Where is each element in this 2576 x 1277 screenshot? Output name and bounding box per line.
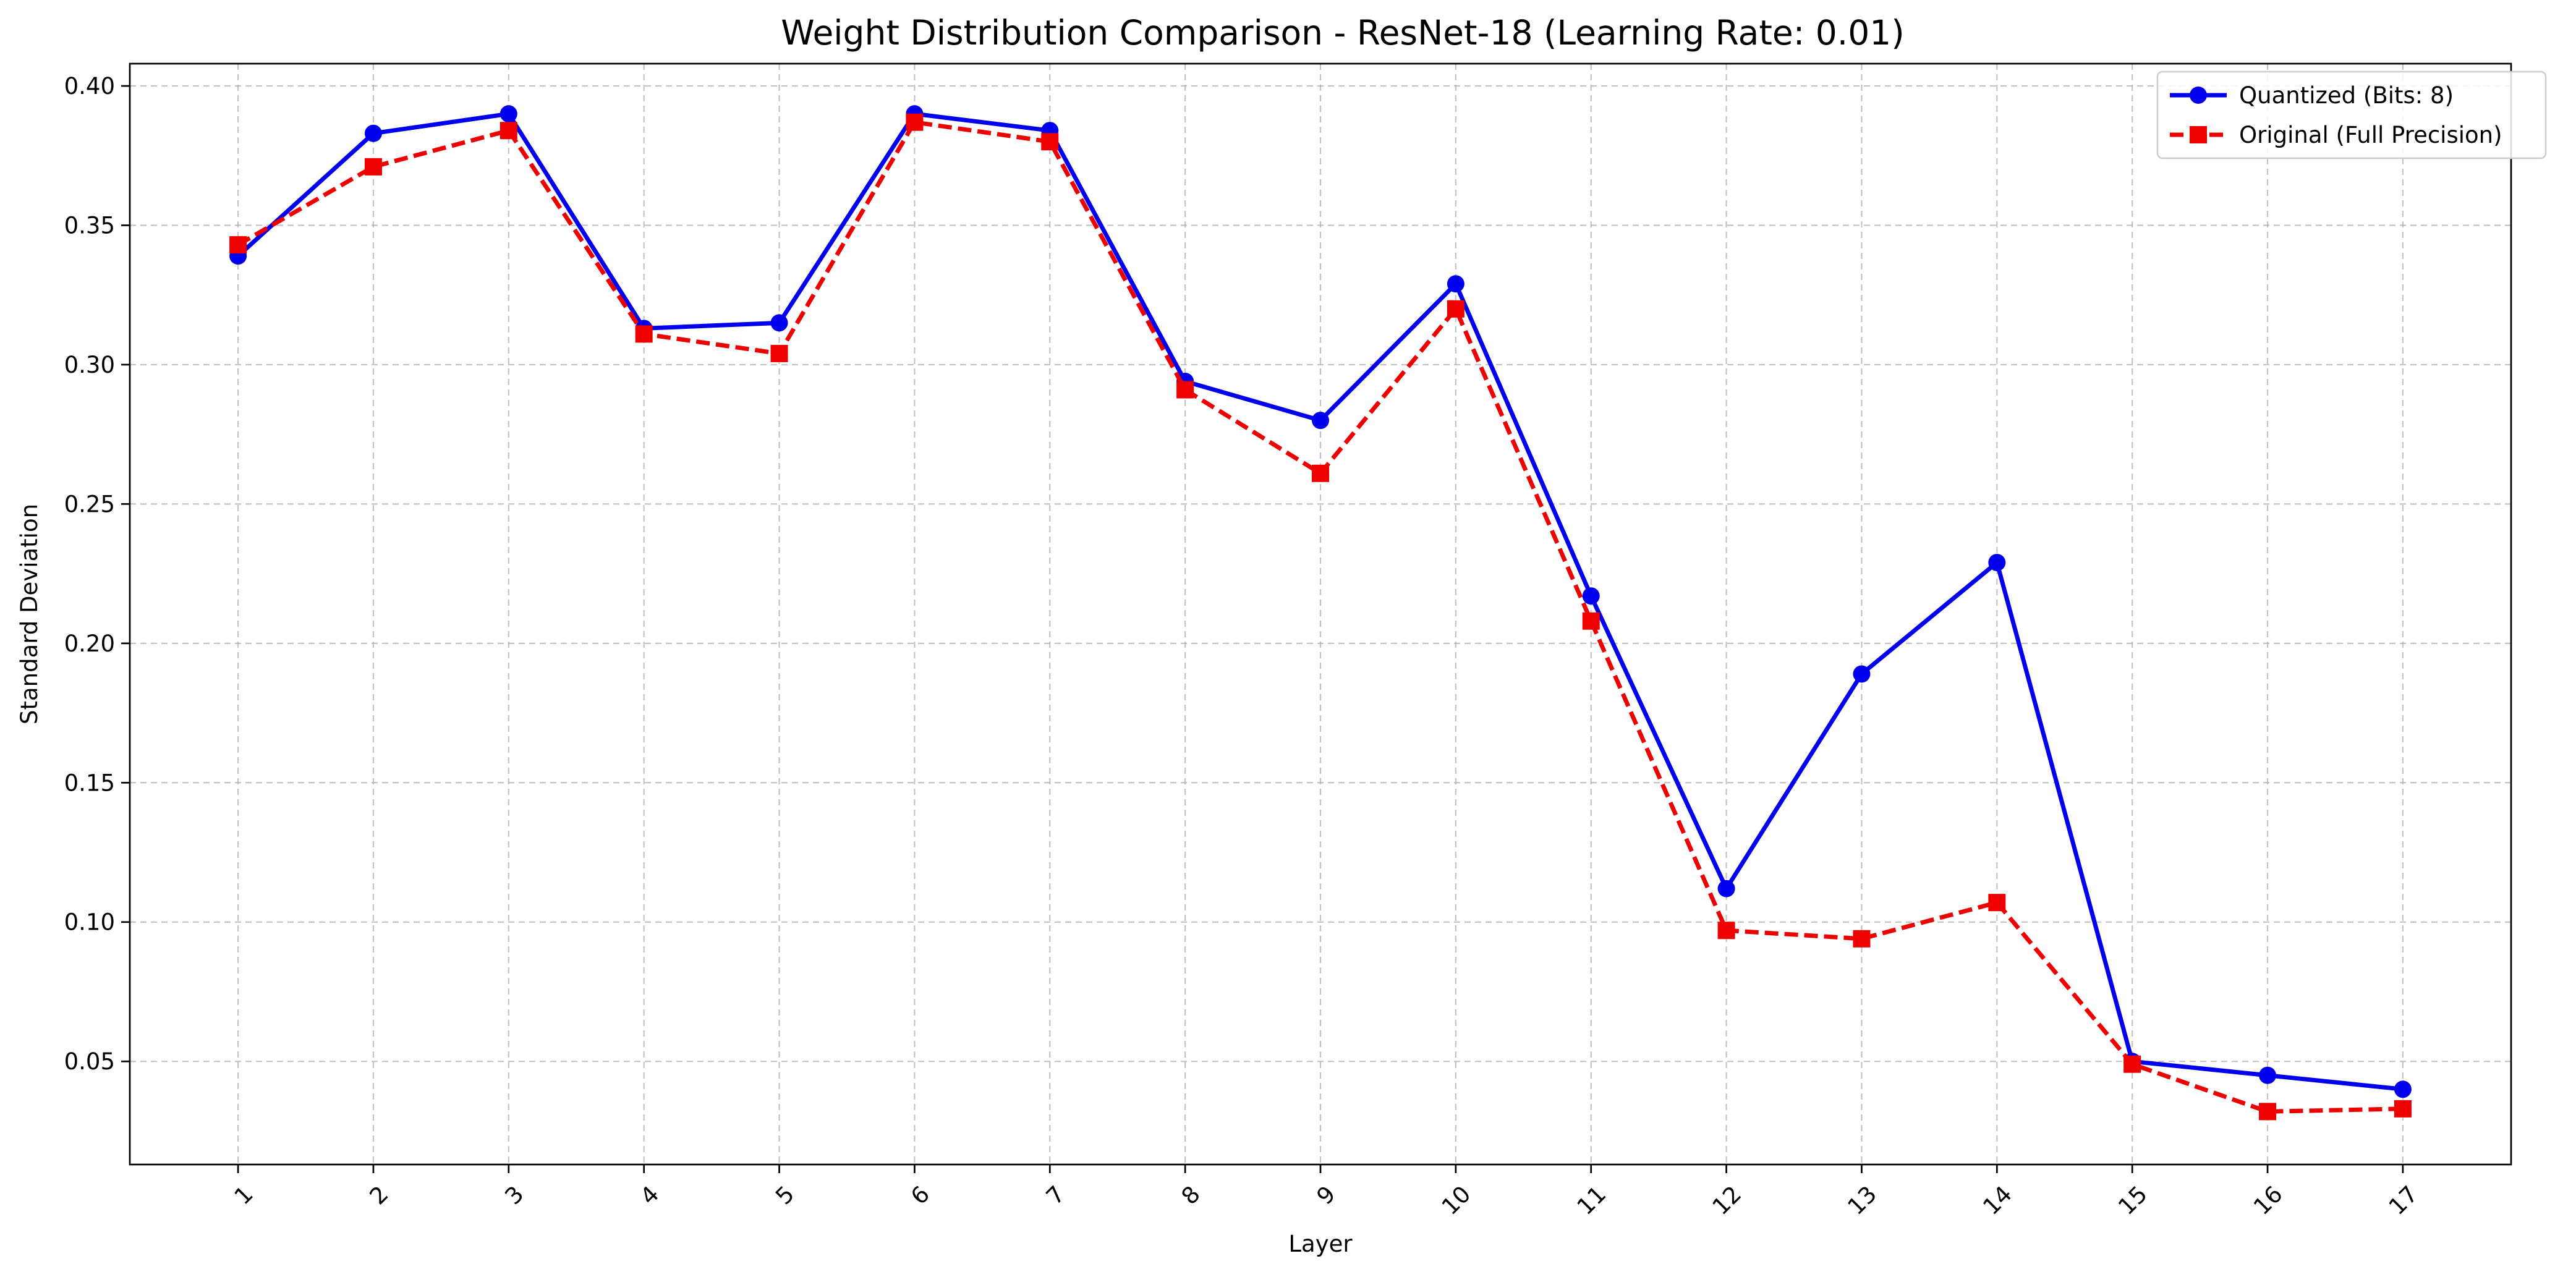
legend-marker — [2190, 87, 2207, 104]
legend-marker — [2190, 126, 2207, 143]
data-point — [1447, 275, 1464, 293]
legend-box — [2156, 70, 2547, 159]
data-point — [1988, 554, 2006, 572]
data-point — [1582, 612, 1600, 630]
legend-entry: Quantized (Bits: 8) — [2170, 82, 2454, 109]
data-point — [1853, 930, 1871, 948]
data-point — [1176, 381, 1194, 399]
y-tick-label: 0.30 — [64, 352, 115, 378]
y-axis-label: Standard Deviation — [16, 504, 43, 724]
data-point — [1582, 587, 1600, 605]
y-tick-label: 0.15 — [64, 770, 115, 796]
chart-title: Weight Distribution Comparison - ResNet-… — [781, 13, 1904, 53]
y-tick-label: 0.10 — [64, 909, 115, 936]
y-tick-label: 0.35 — [64, 213, 115, 239]
legend-entry: Original (Full Precision) — [2170, 122, 2502, 148]
grid-lines — [130, 64, 2511, 1165]
data-point — [1988, 894, 2006, 912]
data-point — [770, 314, 788, 332]
y-axis: 0.05 0.10 0.15 0.20 0.25 0.30 0.35 0.40 — [64, 73, 130, 1075]
data-point — [1853, 665, 1871, 683]
data-point — [1312, 412, 1329, 430]
y-tick-label: 0.25 — [64, 491, 115, 517]
y-tick-label: 0.05 — [64, 1048, 115, 1075]
data-point — [1447, 300, 1464, 318]
data-point — [364, 124, 382, 142]
legend-label: Original (Full Precision) — [2239, 122, 2502, 148]
data-point — [2259, 1066, 2277, 1084]
data-point — [1717, 922, 1735, 940]
data-point — [364, 158, 382, 176]
data-point — [2394, 1080, 2412, 1098]
series-original — [229, 113, 2412, 1121]
data-point — [1041, 133, 1059, 151]
data-point — [499, 105, 517, 123]
legend: Quantized (Bits: 8) Original (Full Precis… — [2156, 70, 2547, 159]
data-point — [499, 122, 517, 140]
data-point — [2123, 1055, 2141, 1073]
data-point — [1717, 880, 1735, 897]
data-point — [770, 344, 788, 362]
data-point — [1312, 464, 1329, 482]
series-layer — [229, 105, 2412, 1121]
legend-label: Quantized (Bits: 8) — [2239, 82, 2454, 109]
data-point — [906, 113, 924, 131]
data-point — [635, 325, 653, 343]
data-point — [2259, 1103, 2277, 1121]
y-tick-label: 0.40 — [64, 73, 115, 100]
data-point — [229, 236, 247, 254]
data-point — [2394, 1100, 2412, 1118]
y-tick-label: 0.20 — [64, 630, 115, 657]
x-axis-label: Layer — [1288, 1231, 1353, 1257]
